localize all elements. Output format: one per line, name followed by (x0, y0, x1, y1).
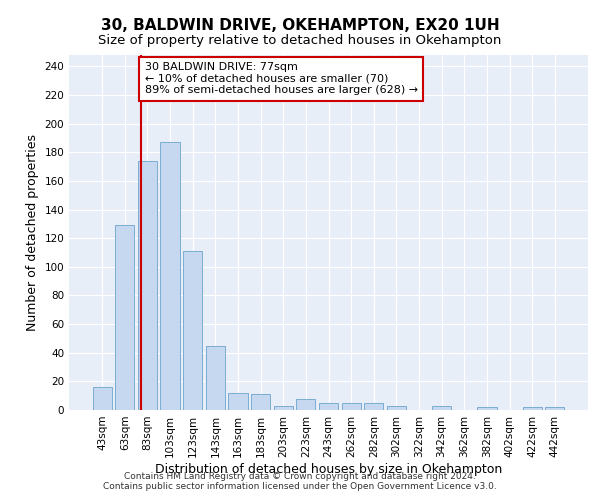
Bar (115, 226, 134, 410)
Text: 30, BALDWIN DRIVE, OKEHAMPTON, EX20 1UH: 30, BALDWIN DRIVE, OKEHAMPTON, EX20 1UH (101, 18, 499, 32)
Bar (296, 398, 316, 410)
Bar (432, 406, 451, 410)
Bar (477, 407, 497, 410)
X-axis label: Distribution of detached houses by size in Okehampton: Distribution of detached houses by size … (155, 462, 502, 475)
Bar (92, 387, 112, 410)
Y-axis label: Number of detached properties: Number of detached properties (26, 134, 39, 331)
Text: 30 BALDWIN DRIVE: 77sqm
← 10% of detached houses are smaller (70)
89% of semi-de: 30 BALDWIN DRIVE: 77sqm ← 10% of detache… (145, 62, 418, 96)
Bar (545, 407, 565, 410)
Bar (364, 403, 383, 410)
Bar (341, 403, 361, 410)
Bar (523, 407, 542, 410)
Bar (138, 161, 157, 410)
Bar (229, 393, 248, 410)
Bar (206, 346, 225, 410)
Text: Contains public sector information licensed under the Open Government Licence v3: Contains public sector information licen… (103, 482, 497, 491)
Bar (160, 142, 180, 410)
Bar (251, 394, 270, 410)
Bar (387, 406, 406, 410)
Text: Size of property relative to detached houses in Okehampton: Size of property relative to detached ho… (98, 34, 502, 47)
Bar (319, 403, 338, 410)
Text: Contains HM Land Registry data © Crown copyright and database right 2024.: Contains HM Land Registry data © Crown c… (124, 472, 476, 481)
Bar (274, 406, 293, 410)
Bar (183, 251, 202, 410)
